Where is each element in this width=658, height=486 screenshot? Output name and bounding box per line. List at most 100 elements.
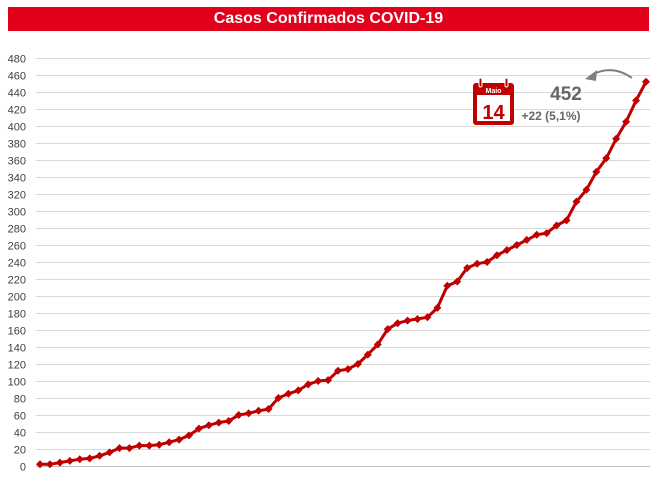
data-point [512, 241, 521, 249]
y-tick-label: 200 [8, 292, 26, 304]
data-point [135, 441, 144, 450]
grid-lines [36, 58, 650, 450]
data-point [284, 389, 293, 398]
y-tick-label: 340 [8, 173, 26, 185]
data-point [353, 360, 362, 368]
y-tick-label: 260 [8, 241, 26, 253]
y-tick-label: 400 [8, 122, 26, 134]
data-point [214, 418, 223, 427]
data-point [373, 340, 382, 349]
data-point [453, 277, 462, 286]
series-line [40, 81, 648, 466]
data-point [622, 117, 631, 126]
data-point [115, 444, 124, 453]
y-tick-label: 280 [8, 224, 26, 236]
y-tick-label: 160 [8, 326, 26, 338]
data-point [224, 416, 233, 425]
data-point [95, 451, 104, 460]
data-point [234, 411, 243, 419]
data-point [75, 455, 84, 464]
data-point [204, 421, 213, 430]
data-point [393, 319, 402, 328]
y-tick-label: 60 [14, 411, 26, 423]
y-tick-label: 380 [8, 139, 26, 151]
data-point [194, 424, 203, 433]
data-point [294, 386, 303, 395]
data-point [125, 444, 134, 453]
calendar-month: Maio [486, 88, 502, 95]
y-tick-label: 480 [8, 54, 26, 66]
data-point [562, 216, 571, 225]
data-point [343, 365, 352, 374]
data-point [383, 325, 392, 334]
y-tick-label: 0 [20, 462, 26, 474]
data-point [324, 376, 333, 385]
data-point [423, 313, 432, 322]
latest-change-label: +22 (5,1%) [521, 109, 580, 123]
data-point [582, 185, 591, 194]
y-tick-label: 100 [8, 377, 26, 389]
data-point [334, 366, 343, 375]
data-point [483, 258, 492, 266]
data-point [264, 405, 273, 414]
data-point [175, 435, 184, 444]
latest-value-label: 452 [550, 84, 582, 105]
data-point [85, 454, 94, 463]
data-point [314, 377, 323, 385]
data-point [463, 263, 472, 272]
data-point [36, 460, 44, 469]
y-tick-label: 40 [14, 428, 26, 440]
data-point [65, 456, 74, 465]
data-point [443, 281, 452, 290]
data-point [532, 230, 541, 239]
series-confirmed-cases [36, 77, 650, 469]
data-point [45, 460, 54, 469]
data-point [473, 259, 482, 268]
chart-title: Casos Confirmados COVID-19 [8, 7, 649, 31]
data-point [492, 251, 501, 260]
y-tick-label: 220 [8, 275, 26, 287]
y-tick-label: 140 [8, 343, 26, 355]
data-point [413, 314, 422, 323]
calendar-icon: Maio 14 [473, 77, 514, 125]
data-point [403, 316, 412, 325]
data-point [55, 458, 64, 467]
data-point [155, 440, 164, 449]
y-tick-label: 180 [8, 309, 26, 321]
y-tick-label: 420 [8, 105, 26, 117]
curved-arrow-icon [591, 69, 633, 79]
arrow-head [585, 70, 597, 81]
y-tick-label: 240 [8, 258, 26, 270]
data-point [572, 197, 581, 206]
data-point [552, 221, 561, 230]
y-tick-label: 120 [8, 360, 26, 372]
data-point [592, 167, 601, 176]
y-tick-label: 360 [8, 156, 26, 168]
data-point [105, 448, 114, 457]
y-axis-tick-labels: 0 20 40 60 80 100 120 140 160 180 200 220 240 260 280 3… [8, 54, 26, 474]
y-tick-label: 300 [8, 207, 26, 219]
data-point [304, 380, 313, 389]
data-point [522, 235, 531, 244]
data-point [254, 406, 263, 415]
y-tick-label: 20 [14, 445, 26, 457]
y-tick-label: 440 [8, 88, 26, 100]
data-point [502, 246, 511, 255]
data-point [433, 303, 442, 312]
data-point [612, 134, 621, 143]
data-point [602, 154, 611, 163]
calendar-day: 14 [482, 102, 505, 124]
data-point [185, 431, 194, 440]
latest-value-callout: Maio 14 452 +22 (5,1%) [473, 69, 633, 125]
data-point [145, 441, 154, 450]
data-point [274, 394, 283, 402]
y-tick-label: 460 [8, 71, 26, 83]
data-point [363, 350, 372, 359]
y-tick-label: 80 [14, 394, 26, 406]
data-point [542, 229, 551, 238]
data-point [632, 96, 641, 105]
data-point [165, 438, 174, 447]
y-tick-label: 320 [8, 190, 26, 202]
data-point [244, 409, 253, 418]
